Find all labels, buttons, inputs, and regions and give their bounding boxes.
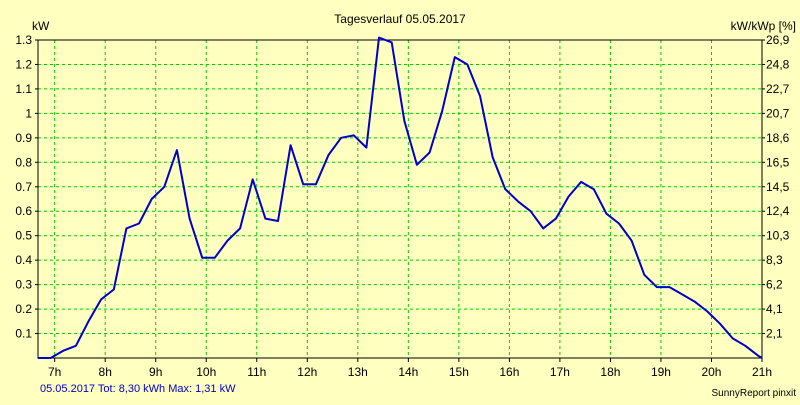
y-tick-label-right: 22,7 xyxy=(766,82,790,96)
footer-brand: SunnyReport pinxit xyxy=(712,388,797,399)
y-tick-label-right: 16,5 xyxy=(766,155,790,169)
y-tick-label-left: 1 xyxy=(25,106,32,120)
y-axis-ticks-left: 0.1 0.2 0.3 0.4 0.5 0.6 0.7 0.8 0.9 1 1.1 1.2 1.3 xyxy=(15,33,38,341)
y-tick-label-right: 10,3 xyxy=(766,229,790,243)
x-tick-label: 20h xyxy=(701,365,721,379)
y-tick-label-left: 1.3 xyxy=(15,33,32,47)
y-tick-label-right: 6,2 xyxy=(766,278,783,292)
y-tick-label-left: 0.1 xyxy=(15,327,32,341)
y-tick-label-left: 1.1 xyxy=(15,82,32,96)
x-tick-label: 17h xyxy=(550,365,570,379)
y-tick-label-right: 12,4 xyxy=(766,204,790,218)
y-axis-ticks-right: 2,1 4,1 6,2 8,3 10,3 12,4 14,5 16,5 18,6 20,7 22,7… xyxy=(762,33,790,341)
series-line xyxy=(38,36,763,359)
x-tick-label: 13h xyxy=(348,365,368,379)
x-tick-label: 10h xyxy=(196,365,216,379)
y-tick-label-right: 26,9 xyxy=(766,33,790,47)
y-axis-label-left: kW xyxy=(32,19,50,33)
plot-frame xyxy=(37,39,763,359)
y-tick-label-left: 1.2 xyxy=(15,57,32,71)
x-tick-label: 7h xyxy=(48,365,61,379)
x-tick-label: 9h xyxy=(149,365,162,379)
y-tick-label-left: 0.5 xyxy=(15,229,32,243)
x-tick-label: 15h xyxy=(449,365,469,379)
x-tick-label: 14h xyxy=(398,365,418,379)
x-tick-label: 12h xyxy=(297,365,317,379)
y-tick-label-right: 8,3 xyxy=(766,253,783,267)
x-tick-label: 18h xyxy=(600,365,620,379)
y-tick-label-left: 0.6 xyxy=(15,204,32,218)
y-tick-label-right: 4,1 xyxy=(766,302,783,316)
y-tick-label-left: 0.2 xyxy=(15,302,32,316)
y-tick-label-left: 0.3 xyxy=(15,278,32,292)
x-tick-label: 11h xyxy=(247,365,266,379)
chart-title: Tagesverlauf 05.05.2017 xyxy=(334,12,466,26)
y-tick-label-right: 2,1 xyxy=(766,327,783,341)
footer-summary: 05.05.2017 Tot: 8,30 kWh Max: 1,31 kW xyxy=(40,383,236,395)
y-tick-label-right: 20,7 xyxy=(766,106,790,120)
y-axis-label-right: kW/kWp [%] xyxy=(731,19,796,33)
y-tick-label-right: 14,5 xyxy=(766,180,790,194)
y-tick-label-right: 24,8 xyxy=(766,57,790,71)
x-tick-label: 21h xyxy=(752,365,772,379)
y-tick-label-right: 18,6 xyxy=(766,131,790,145)
x-tick-label: 8h xyxy=(99,365,112,379)
y-tick-label-left: 0.8 xyxy=(15,155,32,169)
series-group xyxy=(38,36,763,359)
x-axis-ticks: 7h 8h 9h 10h 11h 12h 13h 14h 15h 16h 17h 18h 19h 20h 2… xyxy=(48,358,772,379)
y-tick-label-left: 0.4 xyxy=(15,253,32,267)
y-tick-label-left: 0.7 xyxy=(15,180,32,194)
x-tick-label: 16h xyxy=(499,365,519,379)
x-tick-label: 19h xyxy=(651,365,671,379)
y-tick-label-left: 0.9 xyxy=(15,131,32,145)
